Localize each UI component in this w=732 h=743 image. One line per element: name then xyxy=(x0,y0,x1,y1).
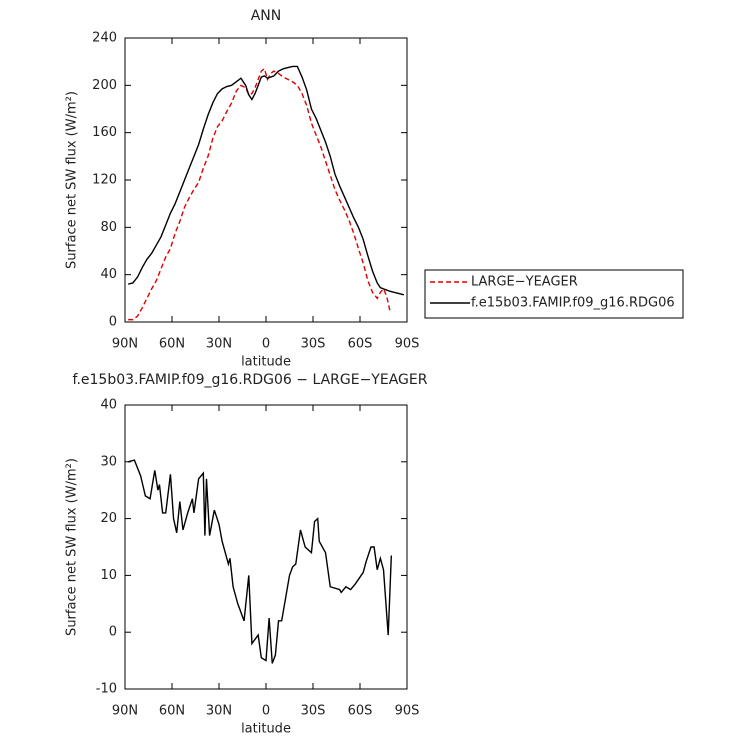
chart-title: f.e15b03.FAMIP.f09_g16.RDG06 − LARGE−YEA… xyxy=(73,372,428,388)
x-tick-label: 0 xyxy=(262,704,270,719)
y-tick-label: 0 xyxy=(109,625,117,640)
x-tick-label: 90N xyxy=(112,337,138,352)
x-tick-label: 60S xyxy=(348,337,373,352)
series-line xyxy=(127,65,405,296)
plot-frame xyxy=(124,404,408,690)
y-tick-label: 40 xyxy=(100,267,117,282)
x-tick-label: 60N xyxy=(159,337,185,352)
y-tick-label: 80 xyxy=(100,220,117,235)
x-tick-label: 30N xyxy=(206,337,232,352)
chart-title: ANN xyxy=(251,8,282,24)
x-tick-label: 30N xyxy=(206,704,232,719)
y-tick-label: 0 xyxy=(109,315,117,330)
x-tick-label: 60S xyxy=(348,704,373,719)
y-tick-label: 120 xyxy=(92,173,117,188)
x-tick-label: 60N xyxy=(159,704,185,719)
x-tick-label: 90S xyxy=(395,337,420,352)
x-tick-label: 30S xyxy=(301,704,326,719)
legend-box xyxy=(424,269,684,319)
y-tick-label: 160 xyxy=(92,125,117,140)
x-axis-label: latitude xyxy=(241,355,291,370)
y-tick-label: 200 xyxy=(92,78,117,93)
x-tick-label: 90N xyxy=(112,704,138,719)
y-tick-label: 40 xyxy=(100,398,117,413)
legend-label: f.e15b03.FAMIP.f09_g16.RDG06 xyxy=(471,296,675,311)
x-tick-label: 0 xyxy=(262,337,270,352)
x-axis-label: latitude xyxy=(241,722,291,737)
y-tick-label: -10 xyxy=(96,682,117,697)
y-tick-label: 10 xyxy=(100,568,117,583)
data-line xyxy=(127,459,393,664)
y-axis-label: Surface net SW flux (W/m²) xyxy=(65,458,80,636)
y-tick-label: 30 xyxy=(100,454,117,469)
y-axis-label: Surface net SW flux (W/m²) xyxy=(65,91,80,269)
y-tick-label: 20 xyxy=(100,511,117,526)
x-tick-label: 90S xyxy=(395,704,420,719)
legend-label: LARGE−YEAGER xyxy=(471,275,578,290)
series-line xyxy=(128,67,391,321)
plot-frame xyxy=(124,37,408,323)
x-tick-label: 30S xyxy=(301,337,326,352)
y-tick-label: 240 xyxy=(92,31,117,46)
